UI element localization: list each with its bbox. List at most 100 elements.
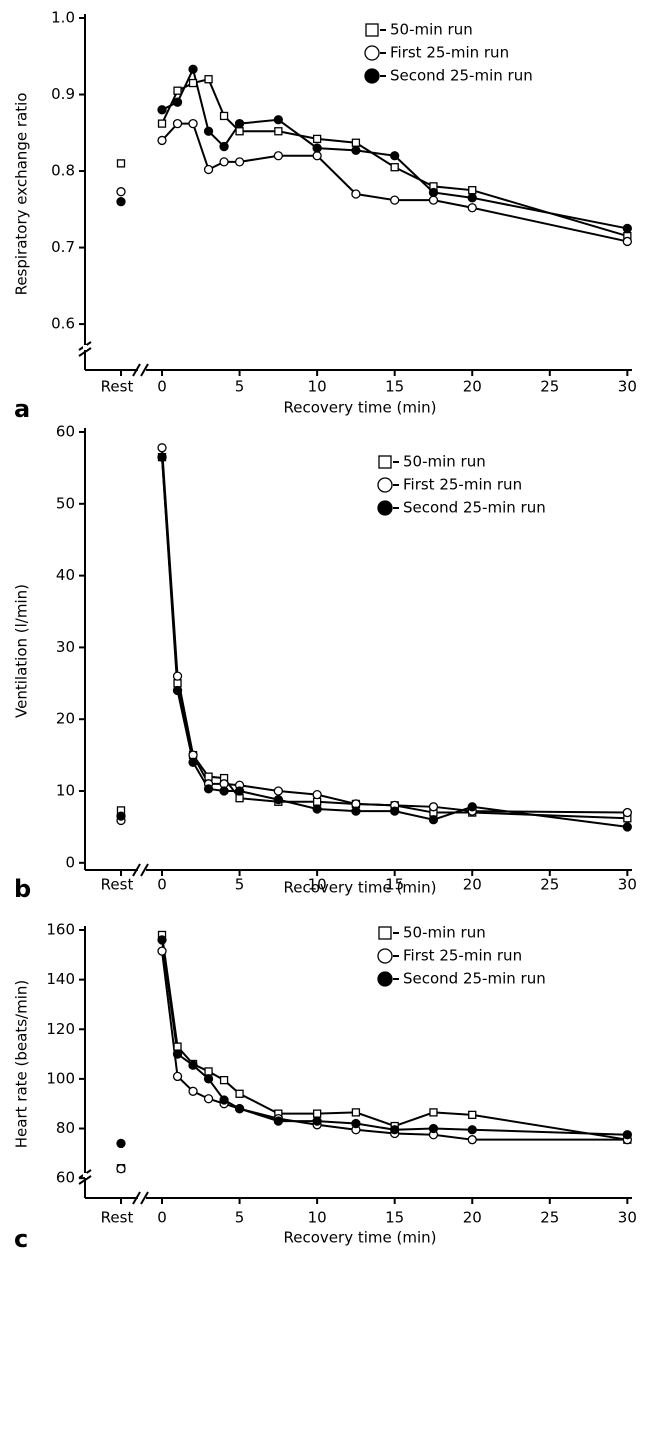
legend-marker [377, 500, 393, 516]
y-tick-label: 40 [56, 566, 75, 584]
marker [173, 86, 182, 95]
marker [157, 935, 167, 945]
panel-label: a [14, 395, 30, 420]
marker [235, 127, 244, 136]
marker [428, 187, 439, 198]
marker [172, 118, 183, 129]
marker [390, 1125, 400, 1135]
break-gap [83, 345, 87, 350]
marker [312, 143, 322, 153]
series-line [161, 447, 628, 814]
x-tick-label: 0 [157, 378, 167, 396]
x-tick-label: 5 [235, 378, 245, 396]
marker [428, 195, 439, 205]
marker [188, 64, 198, 74]
x-tick-label: 5 [235, 876, 245, 894]
marker [203, 1094, 214, 1104]
x-tick-label: 25 [540, 1209, 559, 1227]
marker [157, 119, 167, 128]
y-tick-label: 0.8 [51, 162, 75, 180]
panel-label: c [14, 1225, 28, 1253]
legend-marker [378, 926, 392, 940]
marker [622, 223, 632, 234]
marker [172, 97, 183, 107]
marker [390, 151, 400, 161]
rest-label: Rest [101, 1209, 134, 1227]
marker [273, 1116, 284, 1126]
x-tick-label: 0 [157, 1209, 167, 1227]
marker [273, 115, 284, 125]
marker [157, 135, 167, 146]
rest-label: Rest [101, 378, 134, 396]
series-line [161, 934, 628, 1141]
marker [428, 815, 439, 825]
marker [468, 1110, 477, 1120]
y-tick-label: 140 [46, 970, 75, 988]
marker [351, 1118, 361, 1129]
marker [219, 157, 229, 167]
legend-marker [378, 455, 392, 469]
y-tick-label: 20 [56, 710, 75, 728]
rest-label: Rest [101, 876, 134, 894]
marker [234, 1104, 245, 1114]
marker [351, 138, 361, 147]
marker [157, 452, 167, 462]
marker [219, 786, 229, 796]
y-tick-label: 60 [56, 423, 75, 441]
legend-label: 50-min run [403, 924, 486, 942]
marker [173, 679, 182, 688]
marker [351, 145, 361, 156]
marker [273, 151, 284, 161]
x-tick-label: 20 [463, 378, 482, 396]
marker [235, 1089, 244, 1098]
marker [219, 111, 229, 121]
marker [622, 236, 632, 247]
marker [467, 802, 477, 812]
series-line [161, 122, 628, 243]
panel: 0.6 0.7 0.8 0.9 1.0 0 5 10 15 20 25 30 Rest Recovery … [13, 9, 637, 421]
marker [273, 794, 284, 805]
marker [116, 159, 126, 168]
marker [428, 1123, 439, 1134]
legend-label: 50-min run [390, 21, 473, 39]
legend-label: Second 25-min run [403, 970, 546, 988]
marker [235, 794, 244, 803]
y-tick-label: 160 [46, 921, 75, 939]
x-tick-label: 10 [308, 876, 327, 894]
x-tick-label: 10 [308, 1209, 327, 1227]
legend-marker [364, 45, 380, 61]
marker [312, 804, 322, 814]
y-axis-label: Respiratory exchange ratio [13, 93, 31, 296]
marker [116, 197, 126, 207]
marker [188, 757, 198, 767]
legend-marker [377, 948, 393, 964]
legend-label: Second 25-min run [403, 499, 546, 517]
marker [116, 187, 126, 197]
marker [428, 802, 439, 812]
marker [157, 946, 167, 956]
x-tick-label: 20 [463, 876, 482, 894]
y-tick-label: 120 [46, 1020, 75, 1038]
legend-label: Second 25-min run [390, 67, 533, 85]
y-tick-label: 10 [56, 782, 75, 800]
x-tick-label: 15 [385, 876, 404, 894]
marker [188, 1086, 198, 1096]
legend-marker [377, 971, 393, 987]
y-tick-label: 0.9 [51, 85, 75, 103]
y-tick-label: 60 [56, 1169, 75, 1187]
marker [188, 118, 198, 129]
marker [390, 806, 400, 816]
legend-label: First 25-min run [390, 44, 509, 62]
x-axis-label: Recovery time (min) [284, 399, 437, 417]
marker [312, 134, 322, 144]
marker [273, 786, 284, 796]
marker [467, 193, 477, 203]
marker [204, 772, 213, 781]
marker [312, 1109, 322, 1118]
legend-marker [364, 68, 380, 84]
marker [622, 822, 632, 832]
panel-label: b [14, 875, 31, 903]
marker [219, 1075, 229, 1085]
marker [172, 685, 183, 696]
